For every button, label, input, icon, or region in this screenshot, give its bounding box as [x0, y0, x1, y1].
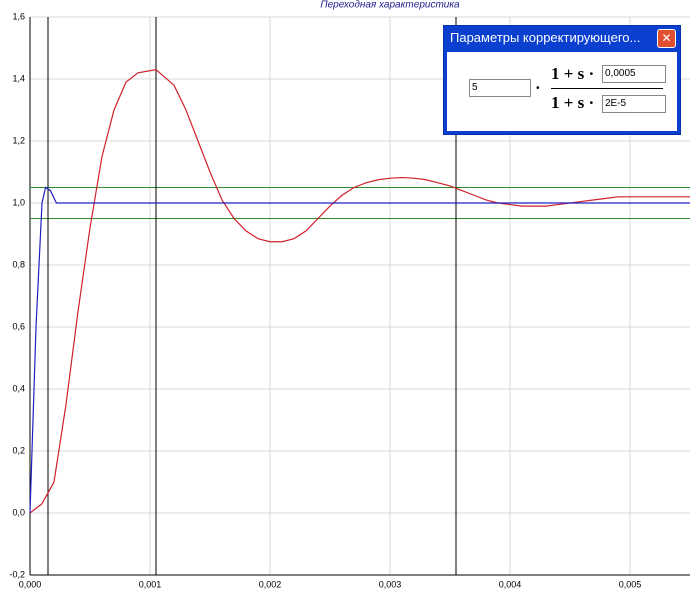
- chart-title: Переходная характеристика: [320, 0, 460, 11]
- x-tick-label: 0,000: [19, 579, 42, 589]
- x-tick-label: 0,004: [499, 579, 522, 589]
- y-tick-label: 1,4: [12, 73, 25, 83]
- y-tick-label: 1,2: [12, 135, 25, 145]
- y-tick-label: 0,8: [12, 259, 25, 269]
- x-tick-label: 0,002: [259, 579, 282, 589]
- denominator-field[interactable]: 2E-5: [602, 95, 666, 113]
- dialog-body: 5 · 1 + s · 0,0005 1 + s · 2E-5: [447, 52, 677, 131]
- x-tick-label: 0,001: [139, 579, 162, 589]
- numerator-field[interactable]: 0,0005: [602, 65, 666, 83]
- y-tick-label: -0,2: [9, 569, 25, 579]
- denominator: 1 + s ·: [551, 93, 595, 112]
- fraction-line: [551, 88, 663, 89]
- gain-field[interactable]: 5: [469, 79, 531, 97]
- y-tick-label: 0,6: [12, 321, 25, 331]
- multiply: ·: [535, 78, 541, 97]
- y-tick-label: 0,4: [12, 383, 25, 393]
- x-tick-label: 0,005: [619, 579, 642, 589]
- dialog-title: Параметры корректирующего...: [450, 30, 641, 45]
- y-tick-label: 1,0: [12, 197, 25, 207]
- dialog: Параметры корректирующего... ✕ 5 · 1 + s…: [443, 25, 681, 135]
- line-series: [29, 186, 690, 514]
- y-tick-label: 0,0: [12, 507, 25, 517]
- line-series: [29, 69, 690, 514]
- close-button[interactable]: ✕: [657, 29, 676, 48]
- y-tick-label: 0,2: [12, 445, 25, 455]
- x-tick-label: 0,003: [379, 579, 402, 589]
- numerator: 1 + s ·: [551, 64, 595, 83]
- y-tick-label: 1,6: [12, 11, 25, 21]
